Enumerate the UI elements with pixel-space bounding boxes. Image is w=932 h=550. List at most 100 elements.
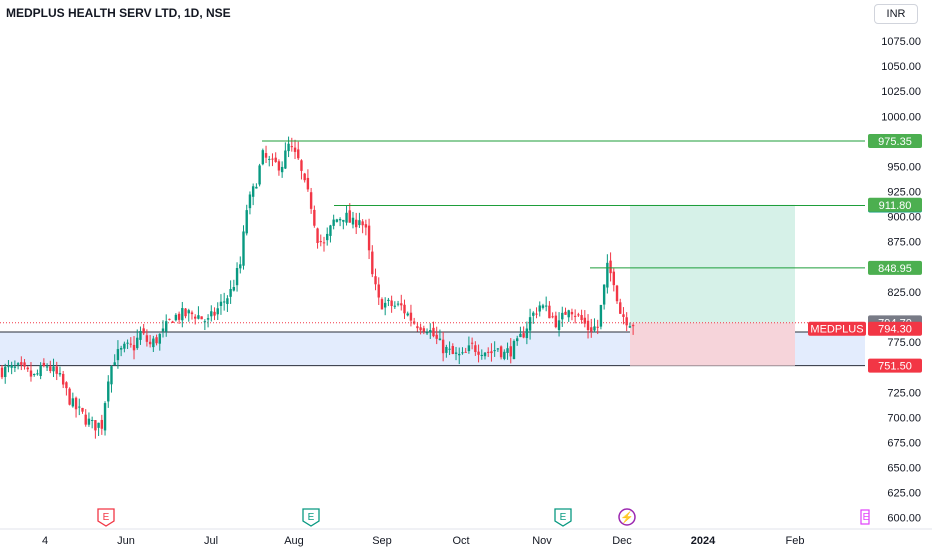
candle-body xyxy=(113,362,116,366)
candle xyxy=(158,333,161,351)
candle-body xyxy=(68,388,71,405)
candle-body xyxy=(277,161,281,171)
candle xyxy=(264,145,268,164)
candle xyxy=(358,212,361,228)
candle-body xyxy=(535,313,538,315)
candle xyxy=(187,308,190,322)
candle-body xyxy=(226,298,229,305)
candle-body xyxy=(393,305,397,307)
candle xyxy=(448,341,451,356)
candle xyxy=(248,191,252,215)
last-price-tag-text: 794.30 xyxy=(878,324,912,336)
candle xyxy=(493,341,496,357)
candle xyxy=(467,336,471,354)
candle-body xyxy=(303,173,306,181)
candle-body xyxy=(200,316,203,320)
candle xyxy=(435,326,438,345)
candle-body xyxy=(619,302,622,314)
candle xyxy=(145,329,149,347)
candle-body xyxy=(10,365,13,368)
y-tick-label: 650.00 xyxy=(887,463,921,475)
candle xyxy=(580,309,583,324)
candle xyxy=(74,396,78,418)
candle xyxy=(441,331,445,362)
candle-body xyxy=(20,362,23,365)
event-partial-box xyxy=(860,509,870,525)
candle-body xyxy=(280,166,284,173)
candle xyxy=(155,334,158,346)
candle xyxy=(458,347,461,365)
candle xyxy=(387,297,390,307)
candle-body xyxy=(445,346,448,353)
candle xyxy=(593,318,596,333)
candle xyxy=(355,212,358,235)
y-tick-label: 600.00 xyxy=(887,513,921,525)
candle xyxy=(184,308,187,319)
candle-body xyxy=(0,367,4,378)
candle xyxy=(454,346,458,361)
candle-body xyxy=(158,333,161,344)
candle-body xyxy=(532,312,535,316)
candle xyxy=(94,420,97,439)
candle-body xyxy=(541,305,545,308)
candle-body xyxy=(203,321,207,323)
candle-body xyxy=(168,318,171,320)
candle xyxy=(351,211,355,229)
candle xyxy=(567,309,570,322)
profit-zone xyxy=(630,204,795,323)
symbol-tag-bg xyxy=(808,321,866,336)
candle xyxy=(239,256,242,274)
currency-selector[interactable]: INR xyxy=(874,4,918,24)
candle-body xyxy=(81,407,84,412)
candle-body xyxy=(438,338,442,341)
candle-body xyxy=(374,276,377,285)
target-tag-text: 911.80 xyxy=(879,200,912,212)
candle-body xyxy=(78,406,81,408)
candle xyxy=(58,366,62,377)
candle-body xyxy=(606,262,609,288)
candle xyxy=(522,326,525,339)
level-tag-bg xyxy=(868,134,922,149)
candle xyxy=(361,219,364,234)
candle-body xyxy=(554,315,558,328)
candle xyxy=(564,307,567,315)
candle-body xyxy=(123,343,126,349)
candle-body xyxy=(593,326,596,331)
candle-body xyxy=(319,241,322,243)
candle xyxy=(229,280,232,304)
candle-body xyxy=(338,219,342,221)
candle-body xyxy=(184,308,187,317)
candle xyxy=(313,205,316,228)
candle xyxy=(412,317,416,325)
candle-body xyxy=(361,221,364,226)
candle-body xyxy=(90,420,94,422)
candle-body xyxy=(39,365,42,377)
candle-body xyxy=(293,147,297,152)
candle xyxy=(416,321,419,332)
candle-body xyxy=(110,366,113,385)
candle-body xyxy=(454,352,458,354)
target-tag-bg xyxy=(868,197,922,212)
candle-body xyxy=(136,337,139,349)
candle xyxy=(55,361,58,381)
candle-body xyxy=(371,251,374,275)
x-tick-label: 2024 xyxy=(691,535,716,547)
candle-body xyxy=(364,224,368,228)
candle xyxy=(403,299,406,320)
candle-body xyxy=(229,288,232,297)
candle-body xyxy=(29,370,33,377)
candle-body xyxy=(287,143,290,152)
loss-zone xyxy=(630,322,795,366)
event-label: E xyxy=(308,512,315,523)
candle xyxy=(496,347,500,352)
candle xyxy=(400,294,403,311)
candle xyxy=(329,224,332,243)
event-shield xyxy=(302,508,320,527)
zone-tag: 751.50 xyxy=(868,358,922,373)
candle xyxy=(516,335,519,346)
candle-body xyxy=(615,285,619,302)
candle-body xyxy=(403,304,406,314)
candle-body xyxy=(412,321,416,324)
candle-body xyxy=(496,348,500,350)
